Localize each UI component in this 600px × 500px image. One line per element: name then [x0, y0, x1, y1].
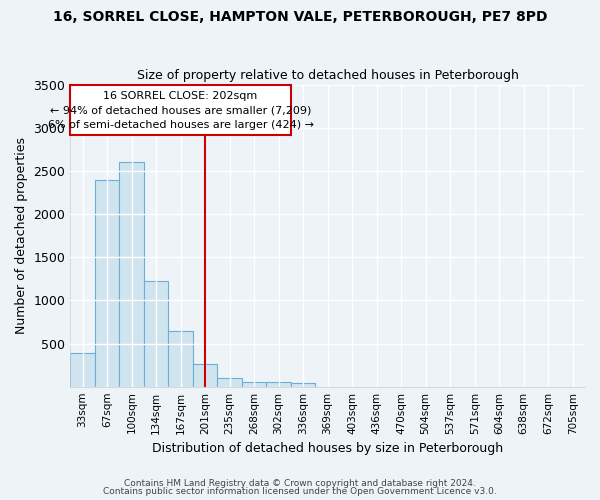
Bar: [242, 382, 266, 386]
Bar: [266, 382, 291, 386]
Bar: [217, 378, 242, 386]
Bar: [169, 332, 193, 386]
Bar: [291, 383, 316, 386]
X-axis label: Distribution of detached houses by size in Peterborough: Distribution of detached houses by size …: [152, 442, 503, 455]
Title: Size of property relative to detached houses in Peterborough: Size of property relative to detached ho…: [137, 69, 518, 82]
Text: Contains HM Land Registry data © Crown copyright and database right 2024.: Contains HM Land Registry data © Crown c…: [124, 478, 476, 488]
Y-axis label: Number of detached properties: Number of detached properties: [15, 137, 28, 334]
Bar: [144, 280, 169, 386]
Text: 16, SORREL CLOSE, HAMPTON VALE, PETERBOROUGH, PE7 8PD: 16, SORREL CLOSE, HAMPTON VALE, PETERBOR…: [53, 10, 547, 24]
Bar: [193, 364, 217, 386]
Text: 16 SORREL CLOSE: 202sqm: 16 SORREL CLOSE: 202sqm: [103, 90, 258, 101]
Text: 6% of semi-detached houses are larger (424) →: 6% of semi-detached houses are larger (4…: [47, 120, 314, 130]
Text: ← 94% of detached houses are smaller (7,209): ← 94% of detached houses are smaller (7,…: [50, 106, 311, 116]
Text: Contains public sector information licensed under the Open Government Licence v3: Contains public sector information licen…: [103, 487, 497, 496]
Bar: [119, 162, 144, 386]
Bar: [95, 180, 119, 386]
Bar: [70, 353, 95, 386]
Bar: [70, 86, 291, 134]
